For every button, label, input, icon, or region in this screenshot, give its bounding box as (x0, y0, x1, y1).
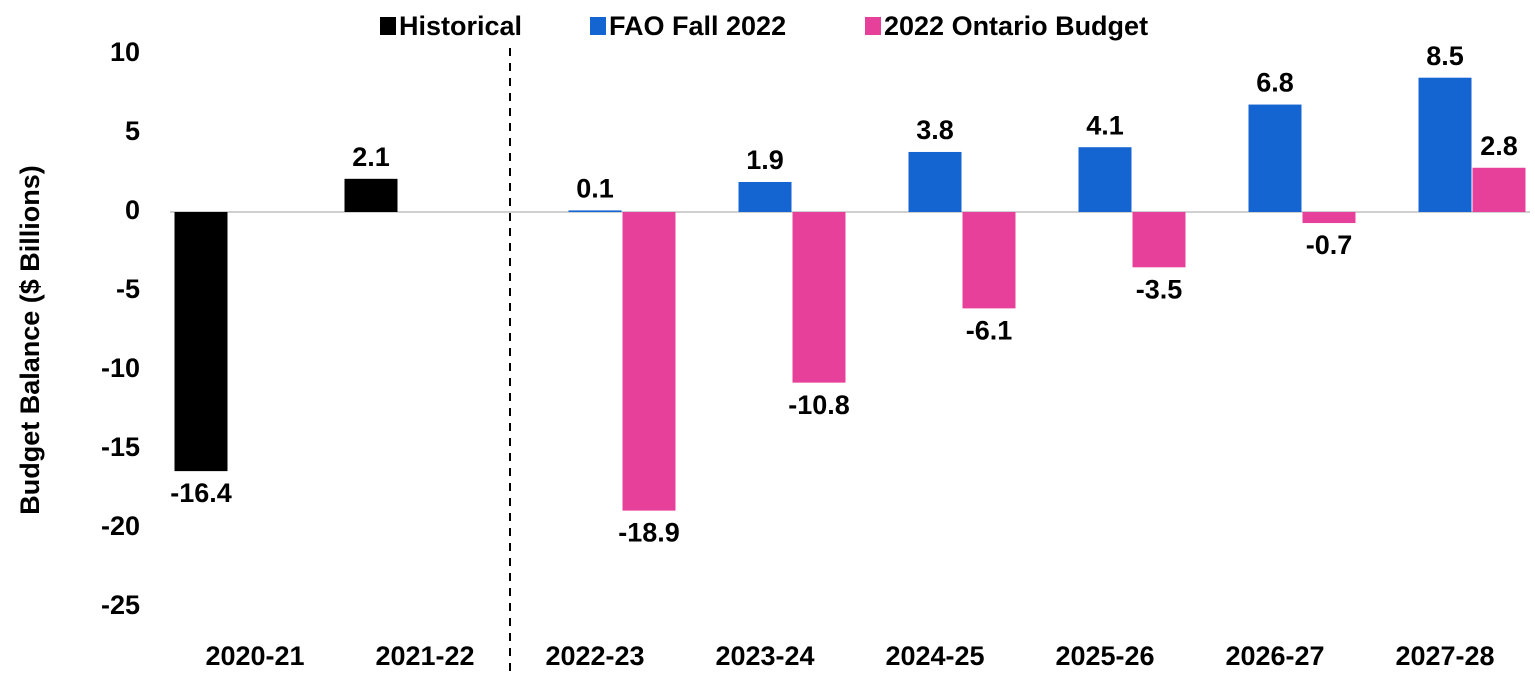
y-tick-label: 10 (110, 37, 140, 67)
bar (1248, 104, 1302, 212)
data-label: -3.5 (1136, 274, 1183, 304)
y-tick-label: -25 (101, 590, 140, 620)
bar (622, 212, 676, 511)
bar (1078, 147, 1132, 212)
data-label: -16.4 (170, 478, 232, 508)
data-label: -18.9 (618, 518, 680, 548)
bar (792, 212, 846, 383)
y-tick-label: 5 (125, 116, 140, 146)
y-tick-label: -20 (101, 511, 140, 541)
bar (1302, 212, 1356, 224)
y-tick-label: -15 (101, 432, 140, 462)
bar (1472, 167, 1526, 212)
bar (344, 178, 398, 212)
legend-swatch (380, 17, 396, 35)
bar (738, 181, 792, 212)
x-tick-label: 2023-24 (715, 641, 814, 671)
legend-swatch (590, 17, 606, 35)
x-tick-label: 2020-21 (205, 641, 304, 671)
legend-label: 2022 Ontario Budget (884, 11, 1148, 41)
y-tick-label: -5 (116, 274, 140, 304)
data-label: -0.7 (1306, 230, 1353, 260)
data-label: 4.1 (1086, 110, 1124, 140)
x-tick-label: 2026-27 (1225, 641, 1324, 671)
data-label: 2.8 (1480, 131, 1518, 161)
data-label: 0.1 (576, 174, 614, 204)
bar (1132, 212, 1186, 268)
data-label: 1.9 (746, 145, 784, 175)
y-tick-label: 0 (125, 195, 140, 225)
x-tick-label: 2022-23 (545, 641, 644, 671)
bar (962, 212, 1016, 309)
x-tick-label: 2025-26 (1055, 641, 1154, 671)
y-axis-title: Budget Balance ($ Billions) (15, 165, 45, 515)
x-tick-label: 2027-28 (1395, 641, 1494, 671)
x-tick-label: 2024-25 (885, 641, 984, 671)
y-tick-label: -10 (101, 353, 140, 383)
legend-swatch (865, 17, 881, 35)
legend-label: Historical (399, 11, 522, 41)
x-tick-label: 2021-22 (375, 641, 474, 671)
bar (174, 212, 228, 472)
data-label: 8.5 (1426, 41, 1464, 71)
bar (568, 210, 622, 212)
legend-label: FAO Fall 2022 (609, 11, 786, 41)
data-label: 2.1 (352, 142, 390, 172)
bar (908, 151, 962, 212)
data-label: 3.8 (916, 115, 954, 145)
bar (1418, 77, 1472, 212)
data-label: -6.1 (966, 316, 1013, 346)
data-label: -10.8 (788, 390, 850, 420)
data-label: 6.8 (1256, 68, 1294, 98)
